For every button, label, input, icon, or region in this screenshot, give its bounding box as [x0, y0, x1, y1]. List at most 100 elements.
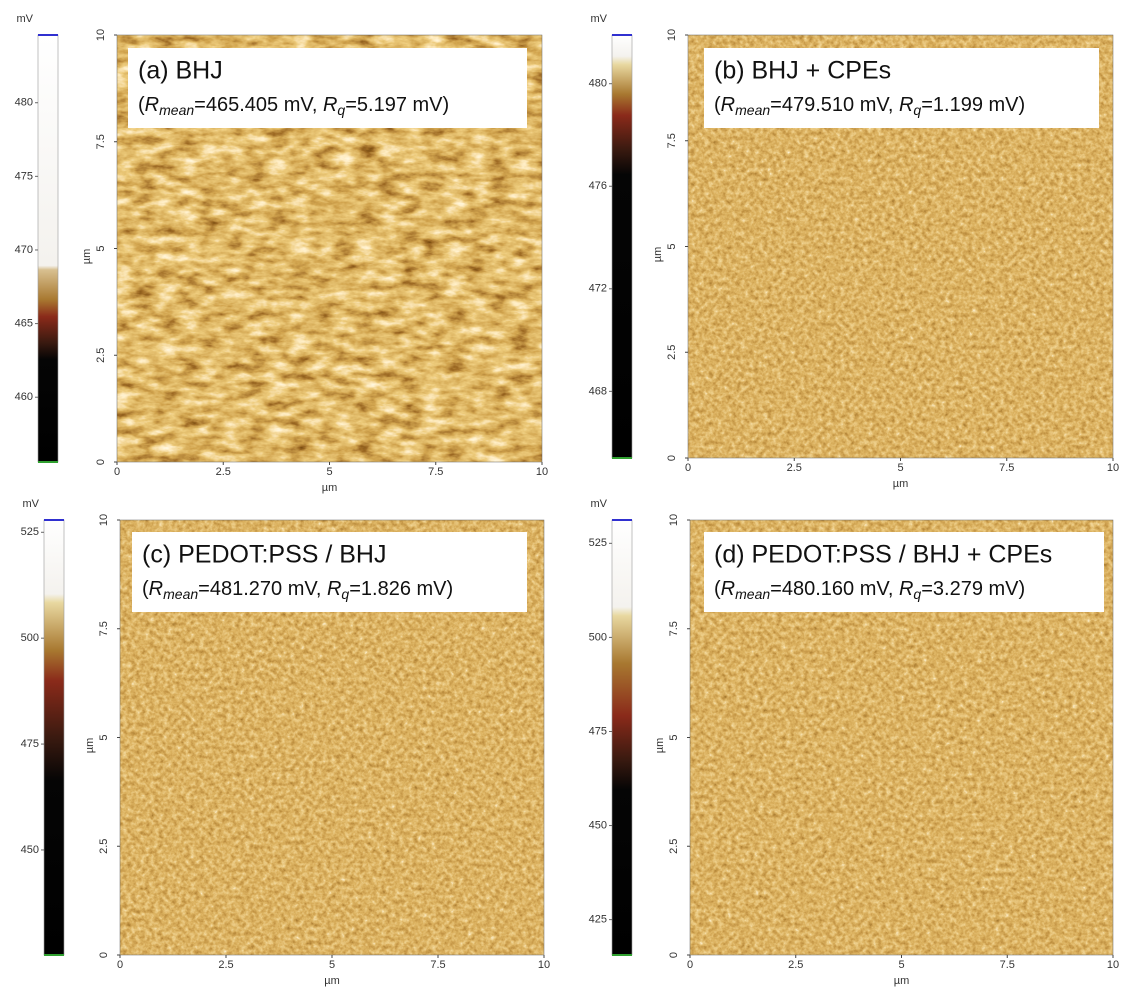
x-tick-label: 2.5: [216, 466, 231, 478]
x-tick-label: 7.5: [999, 462, 1014, 474]
colorbar: [612, 520, 632, 955]
panel: 0 2.5 5 7.5 10 µm 0 2.5 5 7.5 10 µm (c) PEDOT:PSS / …: [21, 498, 550, 987]
figure: 02.557.510µm02.557.510µm(a) BHJ(Rmean=46…: [0, 0, 1121, 987]
stats-part: q: [913, 102, 921, 118]
colorbar: [44, 520, 64, 955]
stats-part: =465.405 mV,: [194, 94, 323, 116]
x-axis-label: µm: [894, 975, 910, 987]
stats-part: =1.826 mV): [349, 578, 453, 600]
colorbar-unit: mV: [17, 13, 34, 25]
y-tick-label: 7.5: [98, 621, 110, 636]
stats-part: q: [913, 586, 921, 602]
colorbar-unit: mV: [23, 498, 40, 510]
y-tick-label: 0: [98, 952, 110, 958]
x-tick-label: 0: [114, 466, 120, 478]
colorbar-tick-label: 480: [589, 78, 607, 90]
y-tick-label: 2.5: [95, 348, 107, 363]
colorbar-tick-label: 450: [589, 819, 607, 831]
colorbar: [612, 35, 632, 458]
y-tick-label: 5: [666, 243, 678, 249]
x-tick-label: 0: [685, 462, 691, 474]
x-axis-label: µm: [322, 482, 338, 494]
stats-part: R: [721, 94, 735, 116]
x-tick-label: 7.5: [428, 466, 443, 478]
x-tick-label: 5: [329, 959, 335, 971]
stats-part: mean: [735, 102, 770, 118]
x-tick-label: 7.5: [1000, 959, 1015, 971]
y-tick-label: 0: [666, 455, 678, 461]
stats-part: q: [337, 102, 345, 118]
stats-part: R: [899, 578, 913, 600]
stats-part: q: [341, 586, 349, 602]
stats-part: R: [721, 578, 735, 600]
x-tick-label: 2.5: [218, 959, 233, 971]
colorbar-tick-label: 468: [589, 385, 607, 397]
stats-part: =3.279 mV): [921, 578, 1025, 600]
colorbar-tick-label: 525: [589, 537, 607, 549]
y-axis-label: µm: [81, 249, 93, 265]
stats-part: =479.510 mV,: [770, 94, 899, 116]
colorbar-tick-label: 450: [21, 844, 39, 856]
y-axis-label: µm: [84, 738, 96, 754]
y-tick-label: 7.5: [666, 133, 678, 148]
y-axis-label: µm: [654, 738, 666, 754]
panel-label: (d) PEDOT:PSS / BHJ + CPEs: [714, 541, 1052, 569]
colorbar-tick-label: 475: [15, 170, 33, 182]
stats-part: mean: [159, 102, 194, 118]
colorbar-unit: mV: [591, 498, 608, 510]
colorbar-tick-label: 500: [589, 631, 607, 643]
y-tick-label: 2.5: [666, 345, 678, 360]
stats-part: =480.160 mV,: [770, 578, 899, 600]
colorbar-tick-label: 475: [21, 738, 39, 750]
x-tick-label: 2.5: [787, 462, 802, 474]
y-tick-label: 2.5: [98, 839, 110, 854]
x-tick-label: 10: [1107, 462, 1119, 474]
x-axis-label: µm: [324, 975, 340, 987]
x-tick-label: 2.5: [788, 959, 803, 971]
y-axis-label: µm: [652, 247, 664, 263]
panel-label: (c) PEDOT:PSS / BHJ: [142, 541, 386, 569]
colorbar-tick-label: 425: [589, 914, 607, 926]
y-tick-label: 5: [668, 734, 680, 740]
y-tick-label: 2.5: [668, 839, 680, 854]
stats-part: =5.197 mV): [345, 94, 449, 116]
y-tick-label: 10: [666, 29, 678, 41]
x-tick-label: 5: [897, 462, 903, 474]
y-tick-label: 5: [98, 734, 110, 740]
stats-part: R: [149, 578, 163, 600]
y-tick-label: 5: [95, 245, 107, 251]
colorbar-tick-label: 460: [15, 391, 33, 403]
y-tick-label: 0: [668, 952, 680, 958]
colorbar-tick-label: 475: [589, 725, 607, 737]
x-tick-label: 10: [1107, 959, 1119, 971]
colorbar-tick-label: 525: [21, 526, 39, 538]
stats-part: R: [899, 94, 913, 116]
y-tick-label: 10: [98, 514, 110, 526]
x-axis-label: µm: [893, 478, 909, 490]
x-tick-label: 0: [117, 959, 123, 971]
stats-part: mean: [735, 586, 770, 602]
stats-part: =1.199 mV): [921, 94, 1025, 116]
y-tick-label: 7.5: [95, 134, 107, 149]
colorbar-unit: mV: [591, 13, 608, 25]
x-tick-label: 5: [898, 959, 904, 971]
colorbar-tick-label: 476: [589, 180, 607, 192]
y-tick-label: 10: [95, 29, 107, 41]
stats-part: R: [323, 94, 337, 116]
x-tick-label: 5: [326, 466, 332, 478]
stats-part: =481.270 mV,: [198, 578, 327, 600]
colorbar-tick-label: 480: [15, 97, 33, 109]
colorbar-tick-label: 465: [15, 317, 33, 329]
stats-part: mean: [163, 586, 198, 602]
y-tick-label: 0: [95, 459, 107, 465]
stats-part: R: [145, 94, 159, 116]
x-tick-label: 10: [536, 466, 548, 478]
x-tick-label: 7.5: [430, 959, 445, 971]
colorbar: [38, 35, 58, 462]
y-tick-label: 10: [668, 514, 680, 526]
colorbar-tick-label: 500: [21, 632, 39, 644]
x-tick-label: 10: [538, 959, 550, 971]
